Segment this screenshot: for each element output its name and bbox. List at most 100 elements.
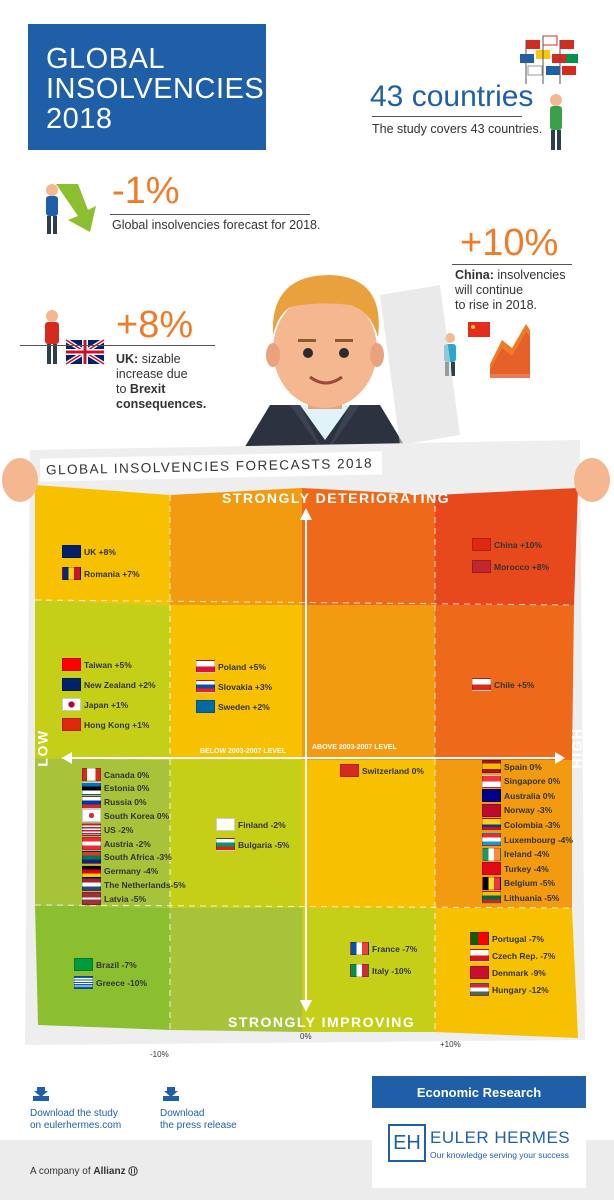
uk-label: UK: [116, 352, 139, 366]
country-entry: Singapore 0% [482, 774, 561, 788]
country-label: Spain 0% [504, 761, 542, 772]
flag-ch-icon [340, 764, 359, 777]
country-label: Morocco +8% [494, 561, 550, 572]
country-entry: Belgium -5% [482, 876, 555, 890]
country-entry: Denmark -9% [470, 966, 546, 979]
country-label: Australia 0% [504, 790, 556, 801]
country-label: Germany -4% [104, 866, 159, 877]
flag-es-icon [482, 760, 501, 773]
right-axis-label: HIGH [568, 727, 585, 769]
country-entry: Morocco +8% [472, 560, 549, 573]
above-level-label: ABOVE 2003-2007 LEVEL [312, 744, 397, 751]
flag-at-icon [82, 837, 101, 850]
flag-kr-icon [82, 809, 101, 823]
country-label: Greece -10% [96, 977, 148, 988]
flag-sk-icon [196, 680, 215, 693]
company-line: A company of Allianz [30, 1166, 139, 1177]
flag-de-icon [82, 864, 101, 878]
country-label: Italy -10% [372, 965, 412, 976]
country-entry: Turkey -4% [482, 862, 549, 876]
country-entry: US -2% [82, 823, 134, 837]
download-press-link[interactable]: Download the press release [160, 1108, 237, 1132]
uk-rule [20, 345, 215, 346]
flag-br-icon [74, 958, 93, 971]
title-line-2: INSOLVENCIES [46, 73, 265, 105]
country-label: Turkey -4% [504, 863, 549, 874]
global-headline: -1% [112, 170, 180, 212]
country-label: US -2% [104, 824, 134, 835]
country-label: Brazil -7% [96, 959, 137, 970]
download-study-link[interactable]: Download the study on eulerhermes.com [30, 1108, 121, 1132]
country-entry: New Zealand +2% [62, 678, 156, 691]
country-entry: UK +8% [62, 545, 116, 558]
country-entry: Portugal -7% [470, 932, 544, 945]
country-entry: Japan +1% [62, 698, 128, 711]
title-line-3: 2018 [46, 103, 113, 135]
uk-text-2: increase due [116, 367, 188, 381]
china-rising-chart-illustration [444, 322, 530, 378]
flag-ru-icon [82, 795, 101, 809]
country-entry: Bulgaria -5% [216, 838, 290, 851]
flag-au-icon [482, 789, 501, 803]
country-label: Czech Rep. -7% [492, 950, 556, 961]
country-label: New Zealand +2% [84, 679, 156, 690]
country-label: Luxembourg -4% [504, 834, 573, 845]
country-entry: Hungary -12% [470, 983, 549, 996]
flag-se-icon [196, 700, 215, 713]
country-label: France -7% [372, 943, 418, 954]
flag-sg-icon [482, 774, 501, 788]
country-label: Denmark -9% [492, 967, 546, 978]
country-label: UK +8% [84, 546, 116, 557]
country-label: Latvia -5% [104, 893, 147, 904]
country-entry: Lithuania -5% [482, 891, 560, 905]
countries-text: The study covers 43 countries. [372, 122, 543, 136]
uk-text: UK: sizable increase due to Brexit conse… [116, 352, 206, 412]
allianz-logo-icon [128, 1166, 139, 1177]
china-text-2: will continue [455, 283, 524, 297]
flag-cl-icon [472, 678, 491, 691]
country-label: Sweden +2% [218, 701, 270, 712]
country-entry: Colombia -3% [482, 818, 561, 832]
country-entry: Italy -10% [350, 964, 411, 977]
x-tick-plus10: +10% [440, 1040, 461, 1049]
country-entry: Greece -10% [74, 976, 147, 989]
flag-no-icon [482, 803, 501, 817]
uk-headline: +8% [116, 304, 194, 346]
flag-gr-icon [74, 976, 93, 989]
country-label: Russia 0% [104, 797, 147, 808]
country-label: Colombia -3% [504, 819, 561, 830]
flag-ca-icon [82, 768, 101, 781]
uk-text-3: to [116, 382, 127, 396]
countries-rule [372, 116, 522, 117]
download-study-icon[interactable] [32, 1084, 50, 1102]
countries-headline: 43 countries [370, 80, 534, 113]
right-hand-icon [574, 458, 610, 502]
country-label: Lithuania -5% [504, 892, 560, 903]
country-entry: Australia 0% [482, 789, 556, 803]
euler-hermes-logo: EH [388, 1124, 426, 1162]
company-prefix: A company of [30, 1166, 91, 1177]
title-box: GLOBAL INSOLVENCIES 2018 [28, 24, 266, 150]
country-label: China +10% [494, 539, 542, 550]
left-hand-icon [2, 458, 38, 502]
country-entry: Estonia 0% [82, 781, 150, 795]
download-study-line-2: on eulerhermes.com [30, 1120, 122, 1131]
download-press-icon[interactable] [162, 1084, 180, 1102]
title-line-1: GLOBAL [46, 43, 166, 75]
country-entry: Finland -2% [216, 818, 286, 831]
download-press-line-1: Download [160, 1108, 205, 1119]
brand-box [372, 1110, 586, 1188]
country-label: Slovakia +3% [218, 681, 273, 692]
flag-lu-icon [482, 833, 501, 846]
flag-tw-icon [62, 658, 81, 671]
global-text: Global insolvencies forecast for 2018. [112, 218, 321, 232]
global-rule [110, 214, 310, 215]
country-entry: Romania +7% [62, 567, 140, 580]
flag-ee-icon [82, 781, 101, 795]
country-label: Estonia 0% [104, 783, 150, 794]
country-entry: Austria -2% [82, 837, 151, 850]
country-label: Singapore 0% [504, 776, 561, 787]
country-entry: Chile +5% [472, 678, 534, 691]
country-entry: Taiwan +5% [62, 658, 132, 671]
country-entry: Canada 0% [82, 768, 149, 781]
